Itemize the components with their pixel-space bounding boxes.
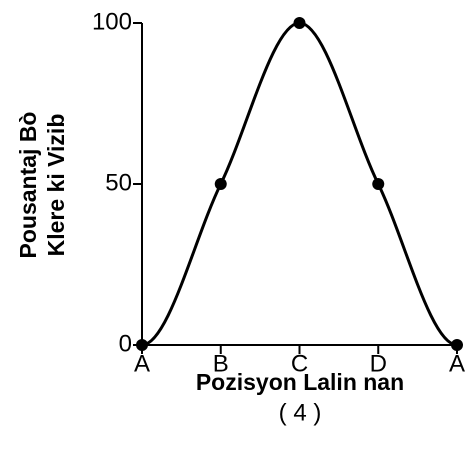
y-tick-label: 0 (119, 330, 132, 357)
x-tick-label: C (291, 350, 308, 377)
point (451, 339, 463, 351)
point (372, 178, 385, 190)
x-tick-label: A (134, 350, 150, 377)
x-tick-label: B (213, 350, 229, 377)
x-axis-label: Pozisyon Lalin nan (196, 369, 404, 395)
y-axis-label: Klere ki Vizib (43, 114, 69, 257)
point (136, 339, 148, 351)
x-tick-label: D (370, 350, 387, 377)
y-axis-label: Pousantaj Bò (15, 112, 41, 259)
y-tick-label: 100 (92, 8, 132, 35)
y-tick-label: 50 (105, 169, 132, 196)
line (141, 21, 458, 347)
point (214, 178, 227, 190)
point (293, 17, 306, 29)
x-tick-label: A (449, 350, 465, 377)
caption: ( 4 ) (279, 399, 322, 426)
